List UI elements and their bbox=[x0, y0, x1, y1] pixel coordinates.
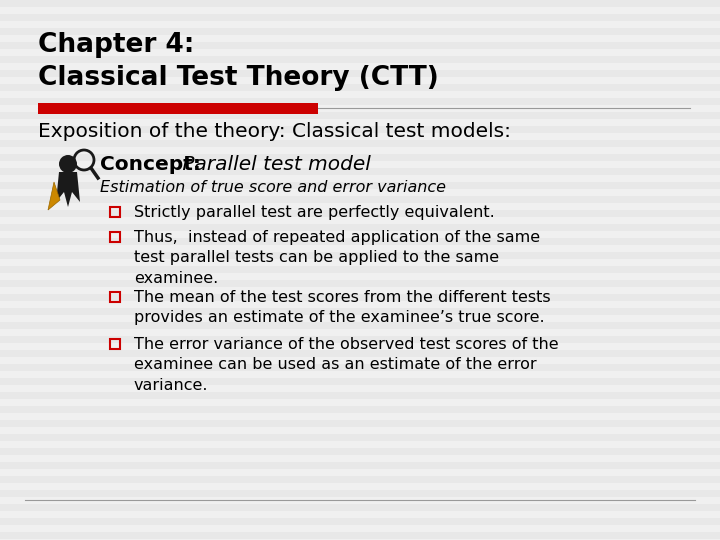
Bar bbox=[0, 476, 720, 483]
Text: Strictly parallel test are perfectly equivalent.: Strictly parallel test are perfectly equ… bbox=[134, 205, 495, 220]
Bar bbox=[0, 504, 720, 511]
Text: Classical Test Theory (CTT): Classical Test Theory (CTT) bbox=[38, 65, 438, 91]
Text: The error variance of the observed test scores of the
examinee can be used as an: The error variance of the observed test … bbox=[134, 337, 559, 393]
Bar bbox=[0, 364, 720, 371]
Text: Parallel test model: Parallel test model bbox=[176, 155, 371, 174]
Bar bbox=[0, 350, 720, 357]
Bar bbox=[110, 232, 120, 242]
Bar bbox=[0, 224, 720, 231]
Bar bbox=[0, 266, 720, 273]
Text: Thus,  instead of repeated application of the same
test parallel tests can be ap: Thus, instead of repeated application of… bbox=[134, 230, 540, 286]
Bar bbox=[0, 406, 720, 413]
Bar bbox=[0, 182, 720, 189]
Text: The mean of the test scores from the different tests
provides an estimate of the: The mean of the test scores from the dif… bbox=[134, 290, 551, 326]
Bar bbox=[0, 196, 720, 203]
Text: Exposition of the theory: Classical test models:: Exposition of the theory: Classical test… bbox=[38, 122, 511, 141]
Bar bbox=[0, 14, 720, 21]
Bar bbox=[0, 448, 720, 455]
Bar bbox=[0, 42, 720, 49]
Bar bbox=[0, 56, 720, 63]
Bar bbox=[0, 392, 720, 399]
Text: Chapter 4:: Chapter 4: bbox=[38, 32, 194, 58]
Bar bbox=[110, 292, 120, 302]
Polygon shape bbox=[56, 172, 80, 207]
Bar bbox=[0, 112, 720, 119]
Bar bbox=[0, 0, 720, 7]
Bar bbox=[0, 210, 720, 217]
Bar bbox=[0, 280, 720, 287]
Bar bbox=[0, 308, 720, 315]
Bar bbox=[0, 84, 720, 91]
Bar bbox=[110, 339, 120, 349]
Bar bbox=[110, 207, 120, 217]
Text: Estimation of true score and error variance: Estimation of true score and error varia… bbox=[100, 180, 446, 195]
Bar bbox=[0, 154, 720, 161]
Bar bbox=[0, 420, 720, 427]
Bar bbox=[0, 378, 720, 385]
Bar bbox=[0, 336, 720, 343]
Bar bbox=[0, 490, 720, 497]
Bar bbox=[0, 252, 720, 259]
Bar bbox=[38, 103, 318, 114]
Bar bbox=[0, 322, 720, 329]
Bar bbox=[0, 532, 720, 539]
Bar bbox=[0, 28, 720, 35]
Bar bbox=[0, 434, 720, 441]
Bar bbox=[0, 518, 720, 525]
Bar bbox=[0, 98, 720, 105]
Text: Concept:: Concept: bbox=[100, 155, 201, 174]
Polygon shape bbox=[48, 182, 60, 210]
Bar bbox=[0, 462, 720, 469]
Bar bbox=[0, 126, 720, 133]
Bar bbox=[0, 294, 720, 301]
Bar bbox=[0, 168, 720, 175]
Circle shape bbox=[59, 155, 77, 173]
Bar bbox=[0, 238, 720, 245]
Bar bbox=[0, 70, 720, 77]
Bar bbox=[0, 140, 720, 147]
